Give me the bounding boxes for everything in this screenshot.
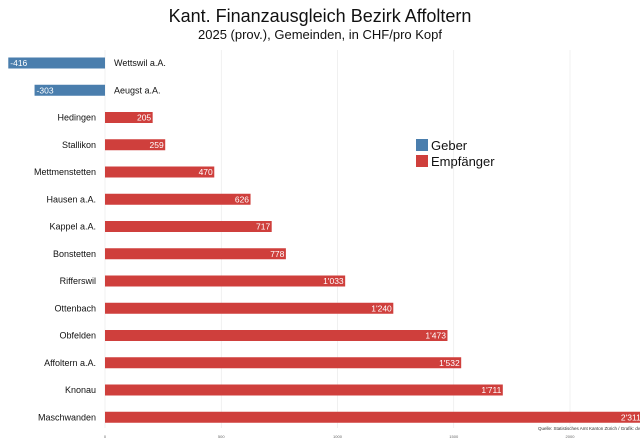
category-label: Mettmenstetten xyxy=(34,167,96,177)
legend-item-geber: Geber xyxy=(416,137,495,153)
x-axis-ticks: 0 500 1000 1500 2000 xyxy=(104,434,575,439)
bar-value-label: 1'711 xyxy=(481,385,501,395)
category-label: Kappel a.A. xyxy=(49,222,96,232)
legend-swatch-empfaenger xyxy=(416,155,428,167)
category-label: Obfelden xyxy=(59,331,96,341)
chart-subtitle: 2025 (prov.), Gemeinden, in CHF/pro Kopf xyxy=(198,27,442,42)
legend-swatch-geber xyxy=(416,139,428,151)
bar-value-label: -303 xyxy=(37,85,54,95)
legend-item-empfaenger: Empfänger xyxy=(416,153,495,169)
bar xyxy=(105,112,153,123)
bar-value-label: 1'240 xyxy=(371,303,392,313)
chart-title: Kant. Finanzausgleich Bezirk Affoltern xyxy=(168,6,472,26)
bar xyxy=(105,302,394,314)
category-label: Ottenbach xyxy=(54,303,96,313)
category-label: Affoltern a.A. xyxy=(44,358,96,368)
bar-value-label: -416 xyxy=(10,58,27,68)
bar xyxy=(105,384,503,396)
x-tick-label: 2000 xyxy=(566,434,576,439)
bar-value-label: 1'473 xyxy=(425,331,446,341)
x-tick-label: 0 xyxy=(104,434,107,439)
category-label: Stallikon xyxy=(62,140,96,150)
bars xyxy=(8,57,640,423)
bar-value-label: 2'311 xyxy=(621,412,640,422)
bar xyxy=(105,221,272,232)
category-label: Rifferswil xyxy=(60,276,96,286)
legend-label-geber: Geber xyxy=(431,137,468,153)
bar-value-label: 470 xyxy=(199,167,213,177)
category-label: Aeugst a.A. xyxy=(114,85,161,95)
bar xyxy=(8,57,106,69)
category-label: Hausen a.A. xyxy=(46,194,96,204)
x-tick-label: 1000 xyxy=(333,434,343,439)
labels: -416 Wettswil a.A. -303 Aeugst a.A. 205 Hedin… xyxy=(10,58,640,422)
source-note: Quelle: Statistisches Amt Kanton Zürich … xyxy=(537,426,640,431)
bar-value-label: 259 xyxy=(150,140,164,150)
bar-value-label: 626 xyxy=(235,194,249,204)
bar-value-label: 1'532 xyxy=(439,358,460,368)
bar xyxy=(105,193,251,205)
bar xyxy=(105,330,448,341)
bar xyxy=(105,275,346,287)
category-label: Knonau xyxy=(65,385,96,395)
bar xyxy=(105,357,462,369)
legend-label-empfaenger: Empfänger xyxy=(431,153,495,169)
bar xyxy=(105,166,215,178)
bar-value-label: 778 xyxy=(270,249,284,259)
x-tick-label: 1500 xyxy=(449,434,459,439)
category-label: Wettswil a.A. xyxy=(114,58,166,68)
bar xyxy=(105,411,640,423)
category-label: Bonstetten xyxy=(53,249,96,259)
legend: Geber Empfänger xyxy=(416,137,495,169)
bar-value-label: 717 xyxy=(256,222,270,232)
bar xyxy=(105,139,166,151)
x-tick-label: 500 xyxy=(218,434,225,439)
category-label: Maschwanden xyxy=(38,412,96,422)
bar-value-label: 1'033 xyxy=(323,276,344,286)
bar xyxy=(105,248,286,260)
grid-lines xyxy=(104,50,571,428)
bar xyxy=(34,84,105,96)
category-label: Hedingen xyxy=(57,113,96,123)
bar-value-label: 205 xyxy=(137,113,151,123)
